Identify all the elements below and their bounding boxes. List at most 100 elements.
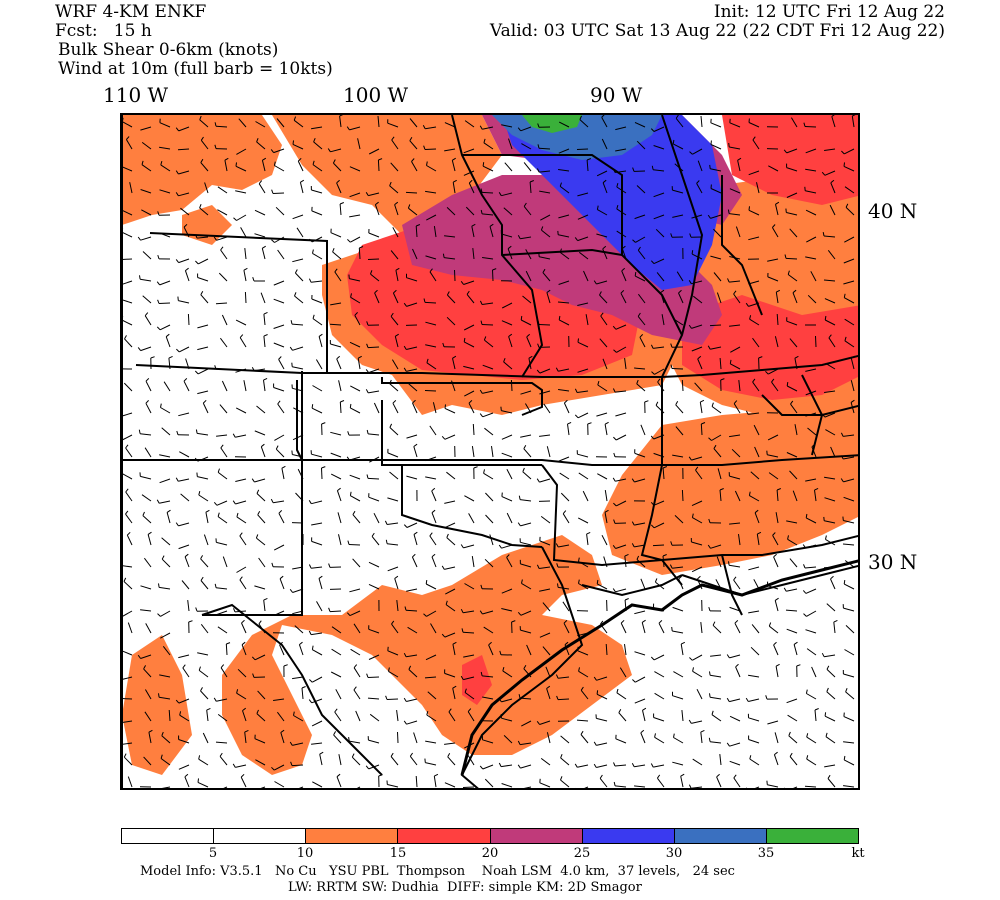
- wind-barb: [844, 760, 854, 765]
- wind-barb-flag: [271, 499, 273, 503]
- wind-barb-flag: [655, 578, 657, 582]
- wind-barb-flag: [159, 693, 160, 697]
- wind-barb: [602, 535, 607, 545]
- wind-barb: [201, 691, 209, 699]
- wind-barb: [180, 208, 189, 215]
- wind-barb: [241, 227, 246, 237]
- wind-barb-flag: [710, 693, 711, 697]
- wind-barb-flag: [672, 627, 673, 631]
- wind-barb: [748, 699, 759, 702]
- wind-barb-flag: [681, 774, 685, 776]
- wind-barb: [734, 778, 740, 787]
- wind-barb: [616, 739, 626, 743]
- wind-barb-flag: [201, 555, 203, 558]
- wind-barb: [445, 435, 455, 439]
- wind-barb-flag: [276, 446, 278, 450]
- wind-barb: [434, 776, 436, 787]
- wind-barb-flag: [790, 753, 792, 756]
- wind-barb-flag: [264, 378, 268, 380]
- wind-barb: [203, 403, 208, 413]
- wind-barb: [826, 737, 835, 743]
- wind-barb: [713, 625, 721, 633]
- wind-barb: [615, 413, 626, 416]
- wind-barb: [350, 496, 360, 501]
- wind-barb-flag: [199, 755, 200, 759]
- wind-barb: [368, 434, 379, 435]
- wind-barb: [581, 735, 588, 744]
- colorbar: [121, 828, 859, 844]
- wind-barb: [159, 787, 170, 789]
- colorbar-tick: 10: [297, 846, 314, 861]
- wind-barb: [335, 712, 341, 721]
- wind-barb: [502, 435, 512, 439]
- wind-barb: [185, 271, 189, 281]
- wind-barb-flag: [676, 401, 678, 405]
- wind-barb: [463, 632, 474, 633]
- wind-barb: [463, 545, 474, 548]
- wind-barb: [407, 523, 417, 528]
- wind-barb: [596, 413, 607, 416]
- wind-barb: [143, 296, 151, 303]
- wind-barb: [824, 655, 835, 657]
- wind-barb: [805, 786, 816, 787]
- wind-barb: [293, 215, 303, 219]
- wind-barb: [432, 513, 436, 523]
- wind-barb: [159, 501, 170, 503]
- wind-barb-flag: [828, 775, 830, 778]
- colorbar-seg-6: [675, 829, 767, 843]
- wind-barb: [330, 344, 341, 347]
- wind-barb-flag: [162, 556, 164, 560]
- wind-barb: [140, 476, 151, 479]
- wind-barb: [388, 567, 398, 571]
- wind-barb: [673, 696, 684, 699]
- wind-barb: [490, 535, 493, 546]
- wind-barb: [776, 666, 778, 677]
- wind-barb: [199, 759, 208, 765]
- wind-barb: [255, 787, 265, 790]
- wind-barb-flag: [340, 401, 344, 403]
- wind-barb-flag: [561, 776, 563, 780]
- wind-barb: [128, 777, 132, 787]
- wind-barb: [124, 582, 132, 590]
- wind-barb-flag: [278, 401, 280, 404]
- wind-barb-flag: [806, 690, 807, 694]
- wind-barb-flag: [124, 754, 126, 758]
- wind-barb: [806, 589, 816, 593]
- wind-barb: [293, 347, 304, 350]
- wind-barb-flag: [404, 721, 406, 724]
- wind-barb: [425, 763, 436, 765]
- wind-barb-flag: [713, 622, 715, 626]
- wind-barb-flag: [712, 711, 713, 715]
- wind-barb-flag: [309, 565, 311, 569]
- wind-barb: [185, 557, 189, 567]
- wind-barb: [790, 559, 797, 567]
- wind-barb: [446, 472, 455, 479]
- wind-barb-flag: [410, 753, 412, 756]
- wind-barb: [749, 740, 759, 744]
- wind-barb: [235, 765, 246, 767]
- wind-barb: [264, 380, 266, 391]
- wind-barb: [615, 589, 626, 592]
- wind-barb-flag: [264, 335, 268, 337]
- wind-barb: [540, 783, 550, 787]
- wind-barb: [563, 514, 569, 523]
- wind-barb: [736, 667, 740, 677]
- wind-barb: [511, 380, 512, 391]
- wind-barb: [843, 608, 854, 611]
- wind-barb-flag: [282, 466, 286, 468]
- wind-barb: [122, 699, 132, 700]
- wind-barb: [368, 677, 379, 678]
- wind-barb: [387, 699, 398, 700]
- wind-barb: [578, 413, 588, 418]
- wind-barb: [577, 454, 588, 457]
- wind-barb-flag: [367, 475, 368, 479]
- wind-barb-flag: [201, 687, 203, 691]
- wind-barb-flag: [621, 620, 624, 623]
- wind-barb: [275, 782, 285, 788]
- wind-barb-flag: [367, 430, 368, 434]
- wind-barb: [274, 435, 284, 440]
- wind-barb: [845, 650, 855, 656]
- wind-barb: [654, 718, 664, 722]
- wind-barb-flag: [167, 510, 170, 512]
- wind-barb: [140, 279, 151, 281]
